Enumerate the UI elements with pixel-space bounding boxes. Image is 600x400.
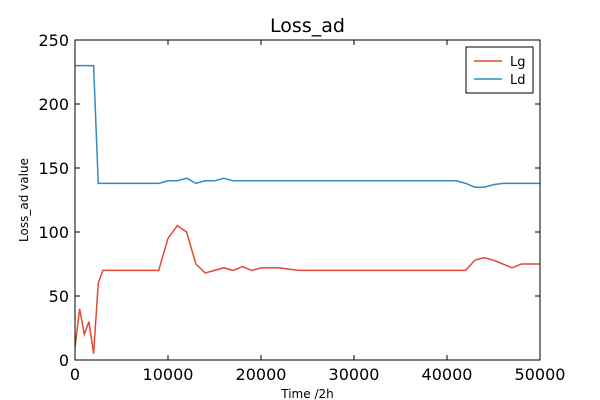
legend-label-ld: Ld — [510, 73, 526, 88]
x-tick-label: 10000 — [143, 365, 194, 384]
x-tick-label: 30000 — [329, 365, 380, 384]
legend-box — [465, 46, 534, 94]
chart-title: Loss_ad — [270, 15, 345, 37]
y-tick-label: 200 — [38, 95, 69, 114]
y-axis-label: Loss_ad value — [17, 158, 31, 242]
plot-frame — [74, 39, 541, 361]
axes-layer: 0 10000 20000 30000 40000 50000 0 50 100 150 200 25… — [38, 31, 565, 384]
y-tick-label: 0 — [59, 351, 69, 370]
x-axis-label: Time /2h — [280, 387, 333, 400]
y-tick-label: 250 — [38, 31, 69, 50]
x-tick-label: 40000 — [422, 365, 473, 384]
x-tick-label: 20000 — [236, 365, 287, 384]
x-tick-label: 50000 — [515, 365, 566, 384]
y-tick-label: 50 — [49, 287, 69, 306]
legend: Lg Ld — [465, 46, 534, 94]
x-tick-label: 0 — [70, 365, 80, 384]
series-line-lg — [75, 224, 540, 354]
y-tick-label: 100 — [38, 223, 69, 242]
series-layer — [75, 64, 540, 354]
y-tick-label: 150 — [38, 159, 69, 178]
series-line-ld — [75, 64, 540, 188]
legend-label-lg: Lg — [510, 55, 526, 70]
